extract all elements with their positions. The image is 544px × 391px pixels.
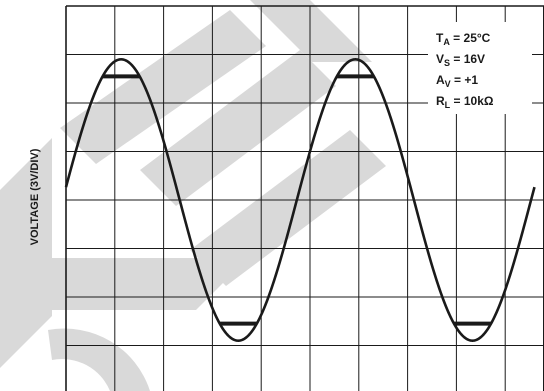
condition-rl: RL = 10kΩ — [436, 94, 494, 110]
sine-waveform — [64, 58, 536, 342]
condition-vs: VS = 16V — [436, 52, 485, 68]
watermark — [0, 0, 386, 391]
condition-ta: TA = 25°C — [436, 31, 491, 47]
condition-av: AV = +1 — [436, 73, 478, 89]
waveform-layer — [64, 58, 536, 342]
y-axis-label: VOLTAGE (3V/DIV) — [29, 148, 41, 245]
conditions-legend: TA = 25°C VS = 16V AV = +1 RL = 10kΩ — [428, 22, 532, 114]
